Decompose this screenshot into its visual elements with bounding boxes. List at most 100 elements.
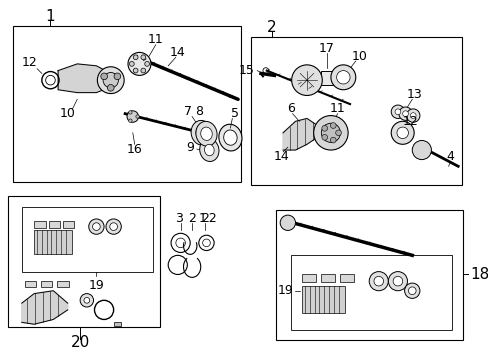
Bar <box>63 221 74 228</box>
Text: 6: 6 <box>286 102 294 116</box>
Circle shape <box>392 276 402 286</box>
Polygon shape <box>58 64 111 93</box>
Circle shape <box>141 68 145 73</box>
Text: 22: 22 <box>201 212 217 225</box>
Circle shape <box>387 271 407 291</box>
Circle shape <box>411 140 430 159</box>
Circle shape <box>128 53 151 75</box>
Bar <box>34 221 45 228</box>
Circle shape <box>129 62 134 66</box>
Text: 1: 1 <box>45 9 55 23</box>
Ellipse shape <box>223 130 237 145</box>
Circle shape <box>101 73 107 80</box>
Ellipse shape <box>196 121 217 146</box>
Text: 4: 4 <box>446 150 453 163</box>
Circle shape <box>97 67 124 94</box>
Bar <box>321 274 334 282</box>
Circle shape <box>406 109 419 122</box>
Text: 9: 9 <box>186 141 194 154</box>
Text: 15: 15 <box>238 64 254 77</box>
Text: 12: 12 <box>21 57 37 69</box>
Circle shape <box>133 55 138 60</box>
Circle shape <box>313 116 347 150</box>
Ellipse shape <box>191 121 212 145</box>
Text: 13: 13 <box>406 88 421 101</box>
Bar <box>113 322 121 326</box>
Bar <box>57 281 68 287</box>
Text: 10: 10 <box>351 50 367 63</box>
Bar <box>321 71 332 85</box>
Bar <box>34 230 72 255</box>
Text: 14: 14 <box>273 150 288 163</box>
Text: 12: 12 <box>402 115 417 128</box>
Circle shape <box>321 123 340 143</box>
Text: 20: 20 <box>70 335 90 350</box>
Circle shape <box>103 72 118 88</box>
Circle shape <box>128 119 132 122</box>
Text: 19: 19 <box>88 279 104 292</box>
Bar <box>302 286 345 313</box>
Text: 1: 1 <box>198 212 206 225</box>
Circle shape <box>136 115 139 118</box>
Bar <box>21 207 153 271</box>
Ellipse shape <box>204 144 214 156</box>
Circle shape <box>335 130 341 136</box>
Text: 18: 18 <box>469 267 488 282</box>
Ellipse shape <box>196 126 207 139</box>
Circle shape <box>280 215 295 230</box>
Ellipse shape <box>219 124 242 151</box>
Circle shape <box>402 111 407 117</box>
Bar <box>276 210 462 339</box>
Text: 11: 11 <box>147 33 163 46</box>
Bar <box>48 221 60 228</box>
Circle shape <box>407 287 415 294</box>
Ellipse shape <box>199 139 219 162</box>
Circle shape <box>373 276 383 286</box>
Circle shape <box>321 134 327 140</box>
Circle shape <box>396 127 407 139</box>
Text: 7: 7 <box>184 105 192 118</box>
Circle shape <box>133 68 138 73</box>
Circle shape <box>390 121 413 144</box>
Circle shape <box>321 125 327 131</box>
Text: 14: 14 <box>169 46 185 59</box>
Bar <box>13 26 241 182</box>
Circle shape <box>144 62 149 66</box>
Bar <box>24 281 36 287</box>
Bar <box>41 281 52 287</box>
Bar <box>290 255 450 330</box>
Circle shape <box>88 219 104 234</box>
Circle shape <box>114 73 121 80</box>
Bar <box>251 37 461 185</box>
Bar <box>302 274 315 282</box>
Text: 2: 2 <box>266 20 276 35</box>
Text: 19: 19 <box>277 284 293 297</box>
Circle shape <box>84 297 89 303</box>
Circle shape <box>394 109 400 114</box>
Circle shape <box>110 223 117 230</box>
Circle shape <box>330 65 355 90</box>
Circle shape <box>368 271 387 291</box>
Polygon shape <box>283 118 321 150</box>
Text: 11: 11 <box>329 102 345 116</box>
Bar <box>8 196 159 327</box>
Bar <box>340 274 353 282</box>
Circle shape <box>107 85 114 91</box>
Text: 2: 2 <box>188 212 196 225</box>
Circle shape <box>291 65 322 95</box>
Circle shape <box>127 111 138 122</box>
Circle shape <box>141 55 145 60</box>
Circle shape <box>330 137 335 143</box>
Text: 8: 8 <box>194 105 203 118</box>
Circle shape <box>390 105 404 118</box>
Text: 17: 17 <box>319 42 334 55</box>
Circle shape <box>409 113 415 118</box>
Circle shape <box>92 223 100 230</box>
Circle shape <box>128 111 132 114</box>
Text: 10: 10 <box>60 107 76 120</box>
Polygon shape <box>21 291 67 324</box>
Circle shape <box>398 107 411 120</box>
Circle shape <box>336 71 349 84</box>
Text: 16: 16 <box>126 143 142 156</box>
Text: 5: 5 <box>231 107 239 120</box>
